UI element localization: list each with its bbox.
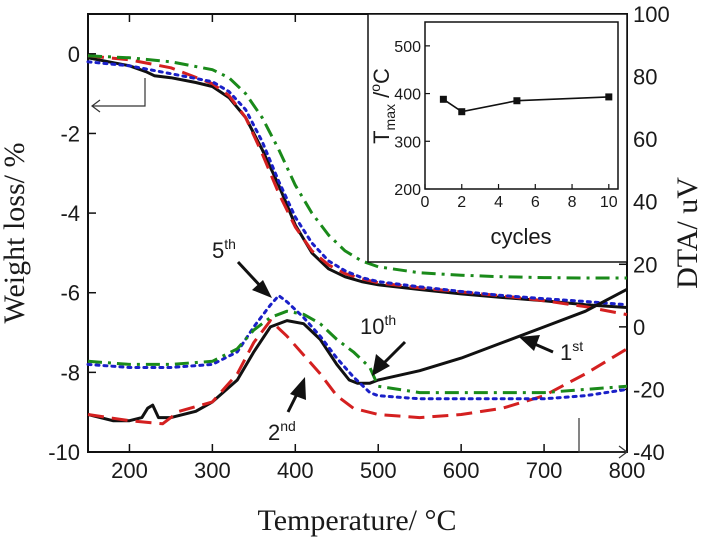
inset-tmax-point bbox=[513, 97, 521, 105]
svg-text:2nd: 2nd bbox=[268, 418, 296, 445]
x-tick-label: 500 bbox=[360, 458, 397, 483]
inset-series bbox=[439, 93, 613, 116]
inset-x-axis-title: cycles bbox=[490, 224, 551, 249]
x-tick-label: 400 bbox=[277, 458, 314, 483]
series-10th-weight-loss bbox=[87, 54, 627, 280]
y-right-tick-label: 80 bbox=[633, 65, 657, 90]
annotation-1st: 1st bbox=[519, 335, 583, 365]
inset-tmax-point bbox=[439, 95, 447, 103]
inset-y-tick-label: 200 bbox=[394, 182, 421, 199]
y-right-tick-label: 20 bbox=[633, 252, 657, 277]
y-right-tick-label: -20 bbox=[633, 377, 665, 402]
inset-tmax-point bbox=[605, 93, 613, 101]
inset-tmax-line bbox=[442, 96, 609, 113]
series-2nd-dta bbox=[87, 319, 628, 426]
svg-text:10th: 10th bbox=[360, 312, 396, 339]
series-layer bbox=[86, 54, 629, 426]
svg-text:5th: 5th bbox=[212, 236, 236, 263]
annotation-2nd: 2nd bbox=[268, 377, 306, 445]
right-axis-indicator-arrow bbox=[578, 418, 628, 459]
inset-y-tick-label: 400 bbox=[394, 87, 421, 104]
y-left-tick-label: 0 bbox=[68, 42, 80, 67]
y-right-axis-title: DTA/ uV bbox=[671, 177, 704, 289]
inset-y-axis-title: Tmax /oC bbox=[367, 68, 398, 144]
series-5th-dta bbox=[86, 294, 629, 401]
inset-chart: 0 2 4 6 8 10 200 300 400 500 cycles Tmax /oC bbox=[367, 13, 628, 263]
x-tick-label: 300 bbox=[194, 458, 231, 483]
inset-tmax-point bbox=[458, 108, 466, 116]
inset-plot-area bbox=[424, 21, 619, 190]
inset-x-tick-label: 0 bbox=[421, 194, 430, 211]
inset-tick-marks bbox=[424, 45, 610, 190]
inset-frame bbox=[367, 13, 628, 263]
inset-y-tick-label: 300 bbox=[394, 134, 421, 151]
y-left-tick-label: -4 bbox=[60, 201, 80, 226]
y-left-tick-label: -10 bbox=[48, 440, 80, 465]
inset-x-tick-label: 6 bbox=[531, 194, 540, 211]
inset-x-tick-labels: 0 2 4 6 8 10 bbox=[421, 194, 618, 211]
y-left-tick-label: -6 bbox=[60, 281, 80, 306]
inset-x-tick-label: 4 bbox=[494, 194, 503, 211]
svg-text:1st: 1st bbox=[560, 338, 583, 365]
annotation-5th: 5th bbox=[212, 236, 272, 298]
y-right-tick-label: 0 bbox=[633, 315, 645, 340]
inset-y-tick-labels: 200 300 400 500 bbox=[394, 39, 421, 199]
y-right-tick-label: 100 bbox=[633, 2, 670, 27]
left-axis-indicator-arrow bbox=[91, 78, 146, 113]
annotation-10th: 10th bbox=[360, 312, 407, 376]
y-right-tick-label: 40 bbox=[633, 190, 657, 215]
inset-x-tick-label: 10 bbox=[600, 194, 618, 211]
inset-y-tick-label: 500 bbox=[394, 39, 421, 56]
y-left-tick-label: -2 bbox=[60, 121, 80, 146]
series-5th-weight-loss bbox=[86, 60, 629, 307]
series-10th-dta bbox=[87, 309, 628, 395]
y-right-tick-label: -40 bbox=[633, 440, 665, 465]
inset-x-tick-label: 2 bbox=[457, 194, 466, 211]
series-1st-dta bbox=[87, 287, 628, 423]
x-tick-labels: 200 300 400 500 600 700 800 bbox=[111, 458, 645, 483]
x-tick-label: 200 bbox=[111, 458, 148, 483]
y-left-tick-label: -8 bbox=[60, 360, 80, 385]
x-tick-label: 700 bbox=[526, 458, 563, 483]
y-left-tick-labels: 0 -2 -4 -6 -8 -10 bbox=[48, 42, 80, 465]
y-right-tick-label: 60 bbox=[633, 127, 657, 152]
x-tick-label: 600 bbox=[443, 458, 480, 483]
x-tick-label: 800 bbox=[609, 458, 646, 483]
y-left-axis-title: Weight loss/ % bbox=[0, 143, 31, 324]
y-right-tick-labels: 100 80 60 40 20 0 -20 -40 bbox=[633, 2, 670, 465]
inset-x-tick-label: 8 bbox=[568, 194, 577, 211]
x-axis-title: Temperature/ °C bbox=[258, 504, 457, 537]
